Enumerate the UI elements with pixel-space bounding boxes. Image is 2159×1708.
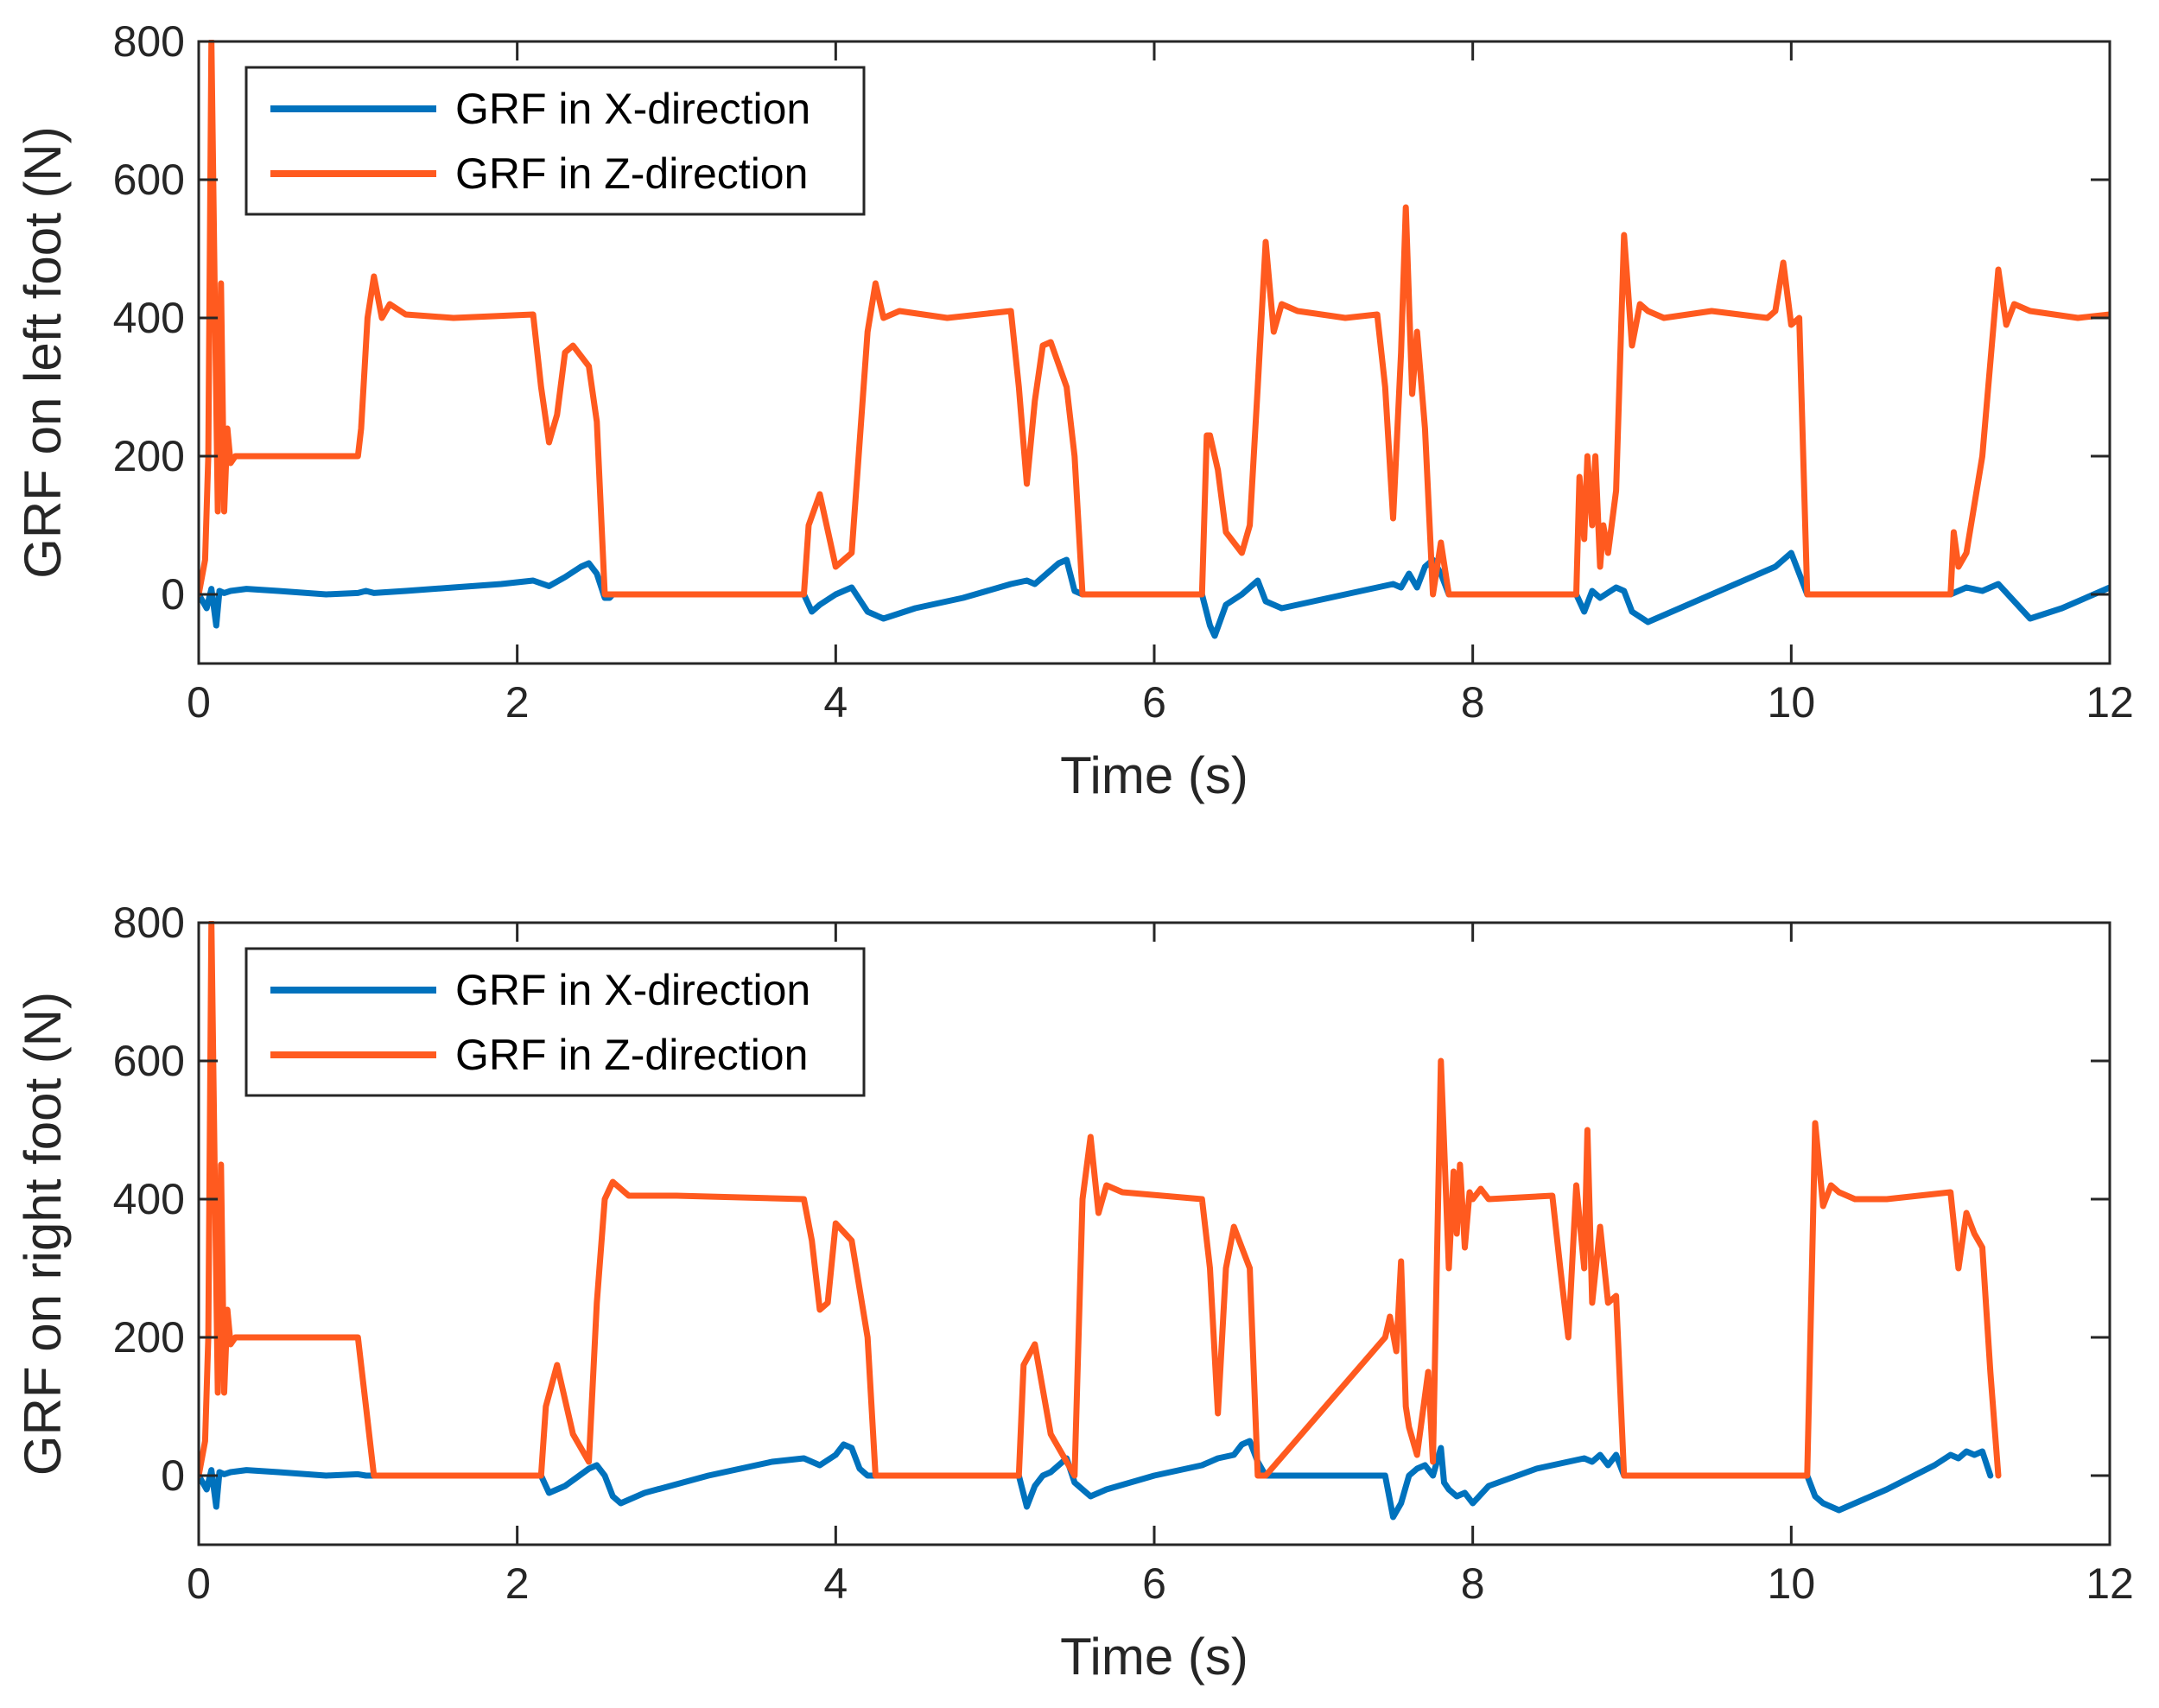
x-tick-label: 2: [505, 678, 530, 727]
legend: GRF in X-direction GRF in Z-direction: [244, 66, 866, 216]
legend-label: GRF in Z-direction: [455, 1031, 808, 1079]
legend-box: [244, 947, 866, 1097]
x-tick-label: 8: [1461, 1559, 1485, 1608]
x-tick-label: 4: [823, 1559, 848, 1608]
right-foot-panel: 0 2 4 6 8 10 12 0 200 400 600 800 Time (s) GRF on rig…: [14, 898, 2134, 1686]
x-tick-label: 12: [2086, 678, 2134, 727]
x-axis-label: Time (s): [1060, 1628, 1248, 1686]
x-tick-label: 6: [1142, 1559, 1166, 1608]
legend: GRF in X-direction GRF in Z-direction: [244, 947, 866, 1097]
y-tick-label: 600: [113, 156, 185, 204]
y-tick-label: 800: [113, 17, 185, 66]
y-tick-label: 400: [113, 1175, 185, 1223]
legend-label: GRF in X-direction: [455, 85, 810, 133]
x-tick-label: 2: [505, 1559, 530, 1608]
y-tick-label: 0: [161, 570, 185, 619]
x-tick-label: 4: [823, 678, 848, 727]
y-tick-label: 400: [113, 294, 185, 342]
x-tick-label: 0: [187, 1559, 211, 1608]
x-tick-label: 12: [2086, 1559, 2134, 1608]
x-axis-label: Time (s): [1060, 746, 1248, 804]
x-tick-label: 10: [1768, 1559, 1816, 1608]
y-tick-label: 0: [161, 1451, 185, 1500]
x-tick-label: 0: [187, 678, 211, 727]
legend-label: GRF in X-direction: [455, 966, 810, 1014]
x-tick-label: 6: [1142, 678, 1166, 727]
left-foot-panel: 0 2 4 6 8 10 12 0 200 400 600 800 Time (s) GRF on lef…: [14, 17, 2134, 804]
x-tick-label: 8: [1461, 678, 1485, 727]
y-axis-label: GRF on right foot (N): [14, 992, 72, 1476]
y-tick-label: 200: [113, 1313, 185, 1362]
legend-label: GRF in Z-direction: [455, 149, 808, 198]
legend-box: [244, 66, 866, 216]
y-axis-label: GRF on left foot (N): [14, 126, 72, 578]
y-tick-label: 800: [113, 898, 185, 947]
series-line-z-direction: [199, 40, 2110, 598]
series-line-z-direction: [199, 921, 2002, 1479]
y-tick-label: 600: [113, 1037, 185, 1085]
series-line-x-direction: [199, 1438, 1994, 1521]
x-tick-label: 10: [1768, 678, 1816, 727]
y-tick-label: 200: [113, 432, 185, 480]
